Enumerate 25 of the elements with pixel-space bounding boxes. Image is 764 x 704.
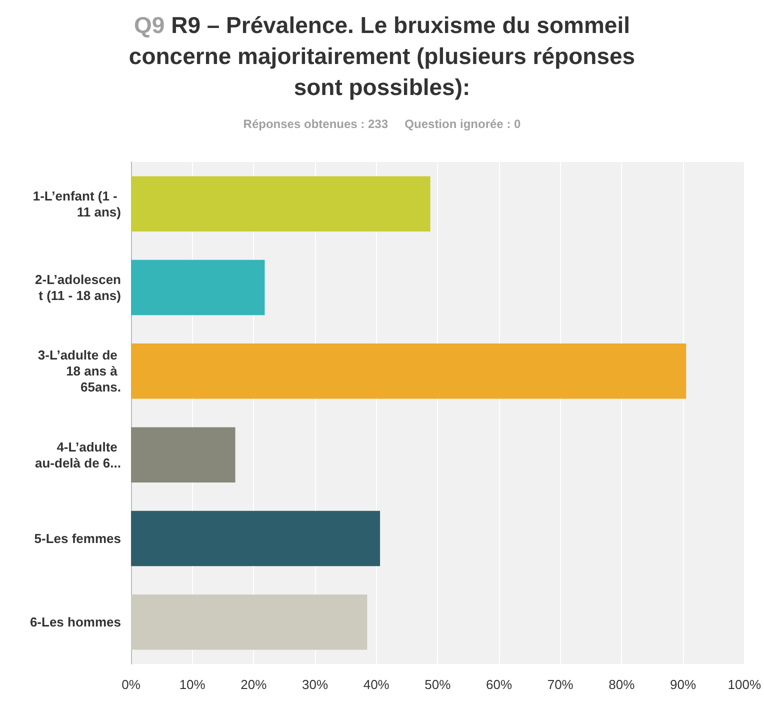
x-tick-label: 50%: [424, 677, 452, 692]
x-tick-label: 90%: [670, 677, 696, 692]
x-tick-label: 0%: [122, 677, 141, 692]
chart-subtitle: Réponses obtenues : 233 Question ignorée : 0: [242, 117, 522, 131]
x-tick-label: 30%: [302, 677, 328, 692]
bar: [131, 260, 265, 316]
bar: [131, 594, 368, 650]
bar: [131, 176, 430, 232]
chart-title: Q9 R9 – Prévalence. Le bruxisme du sommeil concerne majoritairement (plusieurs réponses sont possibles):: [128, 11, 636, 102]
y-tick-label: 2-L’adolescent (11 - 18 ans): [35, 272, 122, 303]
x-tick-label: 20%: [240, 677, 268, 692]
x-tick-label: 70%: [547, 677, 574, 692]
bar: [131, 427, 236, 482]
bar: [131, 510, 380, 566]
y-tick-label: 3-L’adulte de 18 ans à 65ans.: [38, 348, 121, 395]
x-tick-label: 10%: [179, 677, 206, 692]
y-tick-label: 5-Les femmes: [34, 531, 121, 546]
y-tick-label: 6-Les hommes: [30, 614, 121, 630]
x-tick-label: 100%: [728, 677, 762, 692]
x-tick-label: 40%: [363, 677, 390, 692]
x-tick-label: 60%: [486, 677, 512, 692]
y-tick-label: 1-L’enfant (1 - 11 ans): [32, 188, 121, 220]
x-tick-label: 80%: [608, 677, 636, 692]
y-tick-label: 4-L’adulte au-delà de 6...: [35, 439, 121, 470]
bar: [131, 344, 686, 399]
